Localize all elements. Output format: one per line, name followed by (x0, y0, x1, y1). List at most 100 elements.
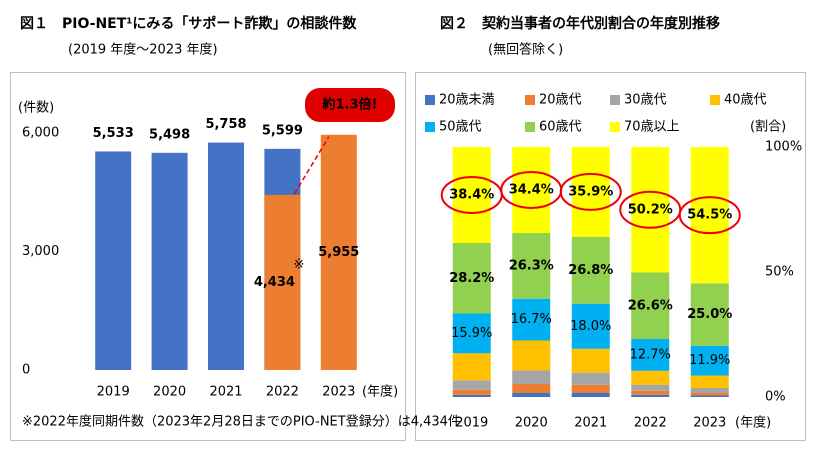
chart-title: 図１ PIO-NET¹にみる「サポート詐欺」の相談件数 (20, 15, 357, 32)
data-label: 11.9% (689, 353, 730, 368)
bar-segment (512, 147, 551, 233)
legend-label: 40歳代 (724, 93, 767, 108)
data-label: 15.9% (451, 326, 492, 341)
data-label: 5,533 (93, 126, 134, 141)
bar (151, 152, 188, 370)
y-axis-label: (件数) (18, 101, 54, 116)
y-tick-label: 0% (765, 390, 786, 405)
data-label: 35.9% (568, 184, 613, 199)
legend-swatch (425, 95, 435, 105)
bar-segment (631, 390, 670, 395)
legend-label: 20歳未満 (439, 93, 495, 108)
bar-segment (631, 384, 670, 391)
y-tick-label: 0 (22, 363, 30, 378)
bar-segment (571, 303, 610, 349)
bar-segment (512, 393, 551, 397)
x-tick-label: 2019 (97, 385, 130, 400)
data-label: 5,599 (262, 123, 303, 138)
data-label: 28.2% (449, 271, 494, 286)
data-label: 5,955 (318, 245, 359, 260)
footnote: ※2022年度同期件数（2023年2月28日までのPIO-NET登録分）は4,4… (22, 414, 461, 430)
bar-segment (690, 393, 729, 396)
data-label: 26.8% (568, 263, 613, 278)
bar-segment (571, 348, 610, 373)
bar-segment (690, 388, 729, 393)
x-axis-label: (年度) (362, 384, 398, 400)
bar-segment (452, 243, 491, 314)
legend-label: 30歳代 (624, 93, 667, 108)
bar-segment (452, 313, 491, 354)
data-label: 5,498 (149, 127, 190, 142)
bar (264, 194, 301, 370)
legend-swatch (425, 122, 435, 132)
bar-segment (512, 384, 551, 393)
bar-segment (690, 395, 729, 397)
legend-label: 70歳以上 (624, 120, 680, 135)
bar-segment (571, 372, 610, 385)
bar-segment (512, 370, 551, 384)
data-label: 34.4% (509, 183, 554, 198)
bar-segment (631, 394, 670, 397)
bar-segment (631, 370, 670, 385)
highlight-ring (678, 196, 741, 235)
bar-segment (452, 394, 491, 397)
bar-segment (571, 147, 610, 237)
bar-segment (690, 375, 729, 388)
x-tick-label: 2023 (693, 416, 726, 431)
bar-segment (690, 147, 729, 284)
data-label: 26.6% (628, 298, 673, 313)
data-label: 26.3% (509, 258, 554, 273)
bar (95, 151, 132, 370)
y-axis-label: (割合) (750, 120, 786, 135)
data-label: 38.4% (449, 188, 494, 203)
bar-segment (571, 236, 610, 304)
chart-subtitle: (2019 年度～2023 年度) (68, 42, 218, 58)
bar-segment (690, 283, 729, 346)
legend-swatch (525, 95, 535, 105)
bar-segment (571, 393, 610, 397)
data-label: 54.5% (687, 208, 732, 223)
x-tick-label: 2021 (574, 416, 607, 431)
legend-swatch (610, 122, 620, 132)
legend-label: 20歳代 (539, 93, 582, 108)
bar-segment (512, 233, 551, 299)
legend-swatch (610, 95, 620, 105)
y-tick-label: 6,000 (22, 126, 59, 141)
y-tick-label: 50% (765, 265, 794, 280)
bar-segment (452, 147, 491, 243)
bar (208, 142, 244, 370)
data-label: 12.7% (630, 347, 671, 362)
y-tick-label: 3,000 (22, 244, 59, 259)
legend-label: 60歳代 (539, 120, 582, 135)
chart-title: 図２ 契約当事者の年代別割合の年度別推移 (440, 15, 720, 32)
chart-subtitle: (無回答除く) (488, 42, 563, 58)
note-mark: ※ (294, 258, 305, 273)
bar-segment (512, 298, 551, 341)
x-axis-label: (年度) (735, 415, 771, 431)
data-label: 16.7% (511, 312, 552, 327)
bar-segment (631, 272, 670, 339)
callout-text: 約1.3倍! (322, 97, 378, 113)
bar-segment (452, 389, 491, 395)
x-tick-label: 2023 (322, 385, 355, 400)
legend-label: 50歳代 (439, 120, 482, 135)
y-tick-label: 100% (765, 140, 802, 155)
data-label: 4,434 (254, 275, 295, 290)
highlight-ring (559, 172, 622, 211)
data-label: 5,758 (205, 117, 246, 132)
x-tick-label: 2022 (634, 416, 667, 431)
x-tick-label: 2022 (266, 385, 299, 400)
legend-swatch (525, 122, 535, 132)
x-tick-label: 2020 (153, 385, 186, 400)
bar-segment (452, 353, 491, 381)
bar (320, 134, 357, 370)
data-label: 25.0% (687, 307, 732, 322)
data-label: 50.2% (628, 202, 673, 217)
bar-segment (631, 339, 670, 371)
x-tick-label: 2020 (515, 416, 548, 431)
legend-swatch (710, 95, 720, 105)
bar-segment (452, 380, 491, 390)
x-tick-label: 2021 (209, 385, 242, 400)
bar-segment (512, 340, 551, 371)
